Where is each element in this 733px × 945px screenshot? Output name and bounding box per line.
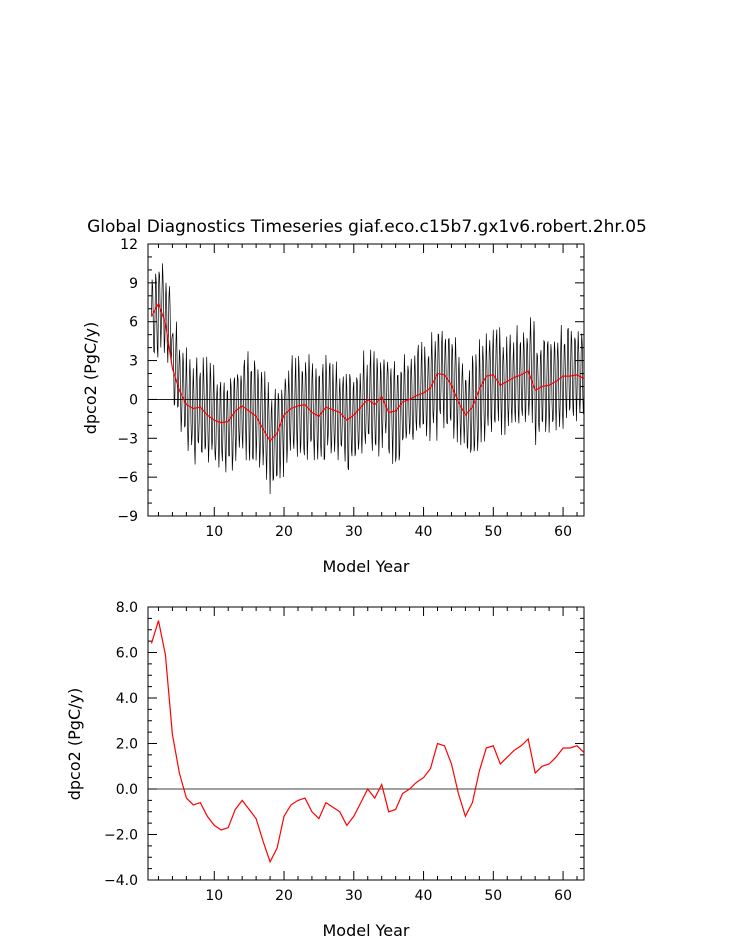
bottom-series-annual-mean-line (150, 620, 585, 864)
top-x-tick-label: 20 (275, 524, 293, 540)
bottom-x-tick-label: 20 (275, 888, 293, 904)
bottom-x-tick-label: 60 (554, 888, 572, 904)
bottom-y-tick-label: −4.0 (104, 873, 138, 889)
top-x-tick-label: 60 (554, 524, 572, 540)
top-x-tick-label: 40 (415, 524, 433, 540)
top-series-annual-mean-line (150, 302, 585, 442)
bottom-x-tick-label: 30 (345, 888, 363, 904)
top-x-tick-label: 50 (484, 524, 502, 540)
top-y-tick-label: 6 (129, 315, 138, 331)
bottom-y-tick-label: 6.0 (116, 646, 138, 662)
top-y-tick-label: −6 (117, 470, 138, 486)
top-y-tick-label: −9 (117, 509, 138, 525)
top-x-tick-label: 10 (205, 524, 223, 540)
bottom-panel: 10 20 30 40 50 60 −4.0 −2.0 0.0 2.0 4.0 6.0 8.0 (104, 600, 585, 904)
top-y-axis-label: dpco2 (PgC/y) (81, 322, 100, 434)
bottom-plot-frame (147, 606, 585, 881)
top-y-tick-label: 12 (120, 237, 138, 253)
bottom-y-tick-label: 2.0 (116, 737, 138, 753)
chart-title: Global Diagnostics Timeseries giaf.eco.c… (87, 217, 647, 237)
top-y-tick-label: 0 (129, 392, 138, 408)
top-y-tick-label: 3 (129, 354, 138, 370)
top-series-monthly-line (151, 263, 585, 495)
top-x-axis-label: Model Year (323, 557, 410, 576)
bottom-y-tick-label: 8.0 (116, 600, 138, 616)
top-y-tick-label: −3 (117, 431, 138, 447)
top-x-tick-label: 30 (345, 524, 363, 540)
bottom-y-axis-label: dpco2 (PgC/y) (65, 688, 84, 800)
bottom-y-tick-label: 0.0 (116, 782, 138, 798)
top-y-tick-label: 9 (129, 276, 138, 292)
bottom-x-tick-label: 50 (484, 888, 502, 904)
bottom-x-tick-label: 10 (205, 888, 223, 904)
bottom-y-tick-label: −2.0 (104, 828, 138, 844)
top-panel: 10 20 30 40 50 60 −9 −6 −3 0 3 6 9 12 (117, 237, 585, 540)
bottom-x-axis-label: Model Year (323, 921, 410, 940)
bottom-x-tick-label: 40 (415, 888, 433, 904)
bottom-y-tick-label: 4.0 (116, 691, 138, 707)
